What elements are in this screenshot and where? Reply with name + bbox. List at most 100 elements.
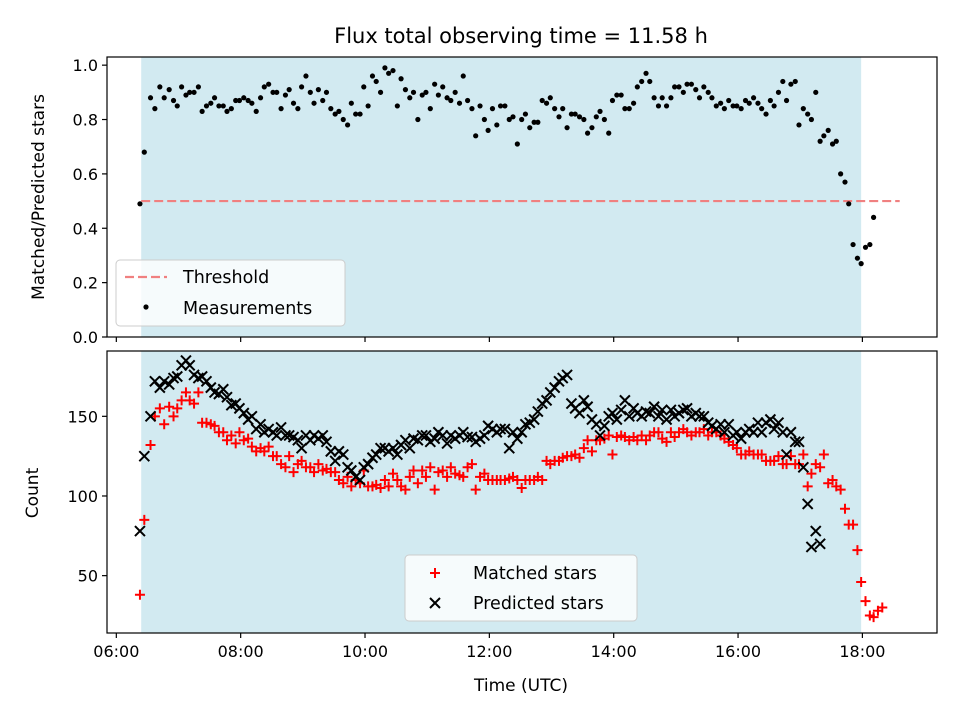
measurement-point: [191, 89, 197, 95]
predicted-star-point: [507, 426, 519, 438]
matched-star-point: [189, 398, 200, 409]
x-tick-label: 10:00: [342, 642, 388, 661]
measurement-point: [286, 87, 292, 93]
measurement-point: [473, 133, 479, 139]
matched-star-point: [193, 387, 204, 398]
matched-star-point: [669, 432, 680, 443]
y-tick-label: 1.0: [73, 56, 98, 75]
measurement-point: [813, 89, 819, 95]
predicted-star-point: [461, 431, 474, 443]
y-tick-label: 0.6: [73, 165, 98, 184]
predicted-star-point: [370, 448, 382, 461]
measurement-point: [705, 89, 711, 95]
matched-star-point: [425, 462, 436, 473]
matched-star-point: [209, 420, 220, 431]
predicted-star-point: [578, 394, 590, 407]
matched-star-point: [802, 481, 813, 492]
matched-star-point: [408, 465, 419, 476]
top-panel-legend: Threshold Measurements: [115, 259, 346, 327]
matched-star-point: [632, 435, 643, 446]
predicted-star-point: [665, 404, 677, 416]
x-tick-label: 16:00: [715, 642, 761, 661]
measurement-point: [410, 89, 417, 95]
predicted-star-point: [581, 401, 594, 413]
measurement-point: [547, 95, 553, 101]
measurement-point: [759, 106, 765, 112]
predicted-star-point: [478, 429, 491, 442]
measurement-point: [402, 87, 409, 93]
measurement-point: [593, 114, 599, 120]
matched-star-point: [582, 435, 593, 446]
top-panel-y-axis-label: Matched/Predicted stars: [29, 94, 49, 300]
matched-star-point: [271, 451, 282, 462]
top-panel-frame: [106, 56, 938, 338]
measurement-point: [609, 97, 616, 104]
predicted-star-point: [768, 423, 780, 435]
measurement-point: [833, 138, 839, 144]
top-panel-series-1: [137, 65, 877, 267]
predicted-star-point: [171, 370, 183, 383]
measurement-point: [282, 92, 289, 98]
matched-star-point: [288, 467, 299, 478]
measurement-point: [618, 92, 624, 98]
measurement-point: [336, 108, 342, 114]
legend-measurements-label: Measurements: [183, 299, 312, 319]
measurement-point: [763, 111, 769, 117]
y-tick-label: 0.8: [73, 111, 98, 130]
measurement-point: [460, 73, 466, 79]
bottom-panel-frame: [106, 350, 938, 634]
matched-star-point: [781, 459, 792, 470]
matched-star-point: [868, 612, 879, 623]
matched-star-point: [420, 471, 431, 482]
matched-star-point: [557, 452, 568, 463]
measurement-point: [622, 106, 628, 112]
matched-star-point: [769, 455, 780, 466]
predicted-star-point: [532, 405, 544, 418]
y-tick-label: 150: [67, 407, 98, 426]
predicted-star-point: [391, 448, 404, 461]
measurement-point: [750, 95, 757, 101]
measurement-point: [584, 130, 591, 136]
predicted-star-point: [246, 410, 258, 423]
matched-star-point: [731, 443, 742, 454]
x-tick-label: 14:00: [591, 642, 637, 661]
x-tick-label: 06:00: [93, 642, 139, 661]
measurement-point: [298, 84, 305, 90]
predicted-star-point: [337, 448, 349, 461]
y-tick-label: 0.4: [73, 219, 98, 238]
matched-star-point: [839, 503, 850, 514]
matched-star-point: [164, 401, 175, 412]
measurement-point: [788, 81, 794, 87]
matched-star-point: [818, 449, 829, 460]
matched-star-point: [877, 602, 888, 613]
measurement-point: [738, 106, 744, 112]
top-panel-group: 0.0 0.2 0.4 0.6 0.8 1.0 Threshold Measurements: [73, 56, 938, 347]
predicted-star-point: [494, 423, 507, 435]
predicted-star-point: [648, 401, 660, 413]
measurement-point: [634, 84, 640, 90]
matched-star-point: [172, 403, 183, 414]
measurement-point: [825, 127, 831, 133]
measurement-point: [152, 106, 158, 112]
measurement-point: [481, 116, 487, 123]
measurement-point: [701, 84, 707, 90]
measurement-point: [817, 138, 823, 144]
matched-star-point: [756, 449, 767, 460]
measurement-point: [241, 95, 247, 101]
measurement-point: [556, 114, 562, 120]
bottom-panel-series-2: [134, 354, 826, 553]
predicted-star-point: [428, 432, 441, 445]
matched-star-point: [445, 462, 456, 473]
predicted-star-point: [528, 413, 540, 426]
measurement-point: [796, 122, 802, 128]
matched-star-point: [653, 427, 664, 438]
predicted-star-point: [594, 429, 606, 442]
measurement-point: [357, 111, 363, 117]
measurement-point: [506, 116, 512, 123]
predicted-star-point: [764, 413, 777, 426]
measurement-point: [183, 92, 189, 98]
measurement-point: [688, 81, 695, 87]
measurement-point: [808, 116, 815, 123]
matched-star-point: [537, 475, 548, 486]
measurement-point: [187, 89, 193, 95]
